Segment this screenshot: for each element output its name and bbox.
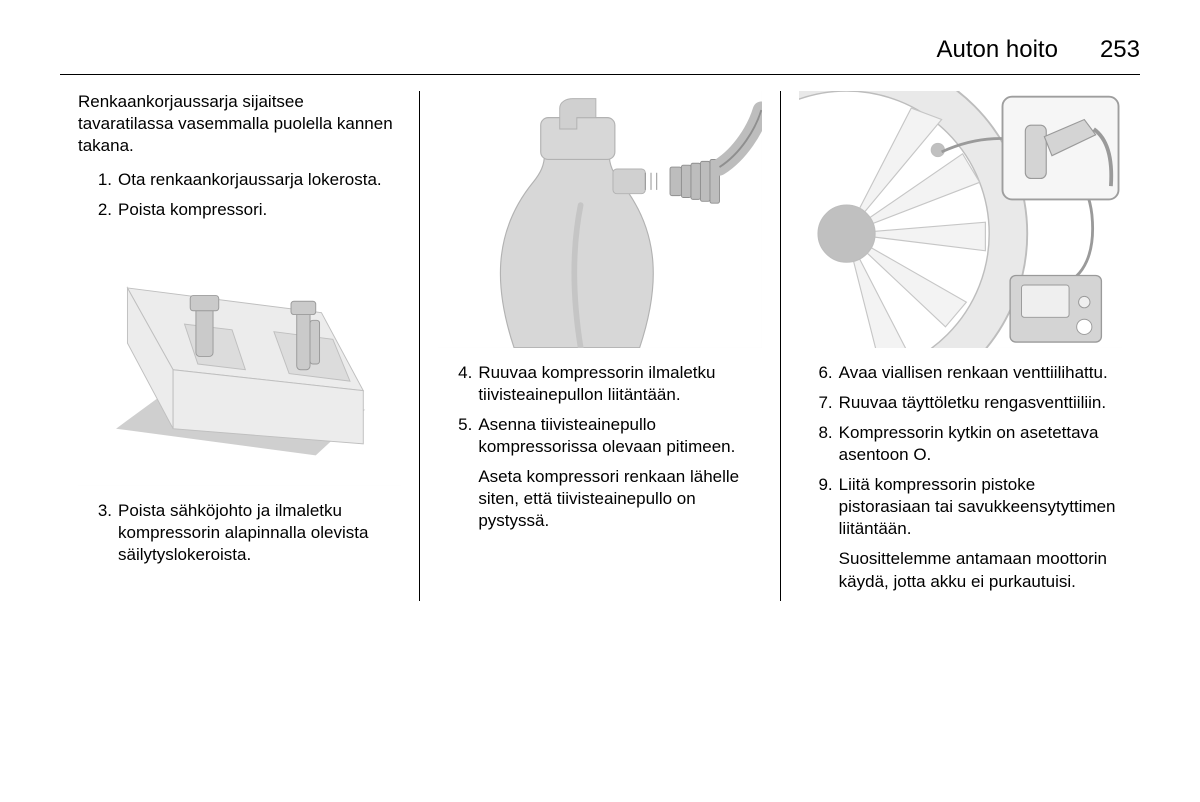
step-7: 7. Ruuvaa täyttöletku rengasventtiiliin. [799,392,1122,414]
section-title: Auton hoito [937,36,1058,64]
column-3: 6. Avaa viallisen renkaan venttiilihattu… [780,91,1140,601]
step-text: Poista sähköjohto ja ilmaletku kompresso… [118,500,401,566]
column-1: Renkaankorjaussarja sijaitsee tavaratila… [60,91,419,601]
step-5: 5. Asenna tiivisteainepullo kompressoris… [438,414,761,458]
step-text: Poista kompressori. [118,199,401,221]
page-header: Auton hoito 253 [60,36,1140,75]
step-8: 8. Kompressorin kytkin on asetettava ase… [799,422,1122,466]
figure-wheel-compressor [799,91,1122,348]
step-9-sub: Suosittelemme antamaan moottorin käydä, … [799,548,1122,592]
step-1: 1. Ota renkaankorjaussarja lokerosta. [78,169,401,191]
step-4: 4. Ruuvaa kompressorin ilmaletku tiivist… [438,362,761,406]
step-num: 7. [813,392,833,414]
column-2: 4. Ruuvaa kompressorin ilmaletku tiivist… [419,91,779,601]
step-num: 2. [92,199,112,221]
step-num: 6. [813,362,833,384]
step-text: Avaa viallisen renkaan venttiilihattu. [839,362,1122,384]
figure-hose-to-bottle [438,91,761,348]
step-num: 8. [813,422,833,466]
content-columns: Renkaankorjaussarja sijaitsee tavaratila… [60,91,1140,601]
step-num: 3. [92,500,112,566]
step-text: Ruuvaa kompressorin ilmaletku tiivisteai… [478,362,761,406]
step-3: 3. Poista sähköjohto ja ilmaletku kompre… [78,500,401,566]
step-text: Asenna tiivisteainepullo kompressorissa … [478,414,761,458]
step-text: Ruuvaa täyttöletku rengasventtiiliin. [839,392,1122,414]
step-num: 9. [813,474,833,540]
step-text: Liitä kompressorin pistoke pistorasiaan … [839,474,1122,540]
step-2: 2. Poista kompressori. [78,199,401,221]
figure-compressor-box [78,229,401,486]
step-num: 1. [92,169,112,191]
step-5-sub: Aseta kompressori renkaan lähelle siten,… [438,466,761,532]
page-number: 253 [1100,36,1140,64]
step-text: Ota renkaankorjaussarja lokerosta. [118,169,401,191]
step-text: Kompressorin kytkin on asetettava asento… [839,422,1122,466]
col1-intro: Renkaankorjaussarja sijaitsee tavaratila… [78,91,401,157]
step-6: 6. Avaa viallisen renkaan venttiilihattu… [799,362,1122,384]
step-9: 9. Liitä kompressorin pistoke pistorasia… [799,474,1122,540]
step-num: 5. [452,414,472,458]
step-num: 4. [452,362,472,406]
